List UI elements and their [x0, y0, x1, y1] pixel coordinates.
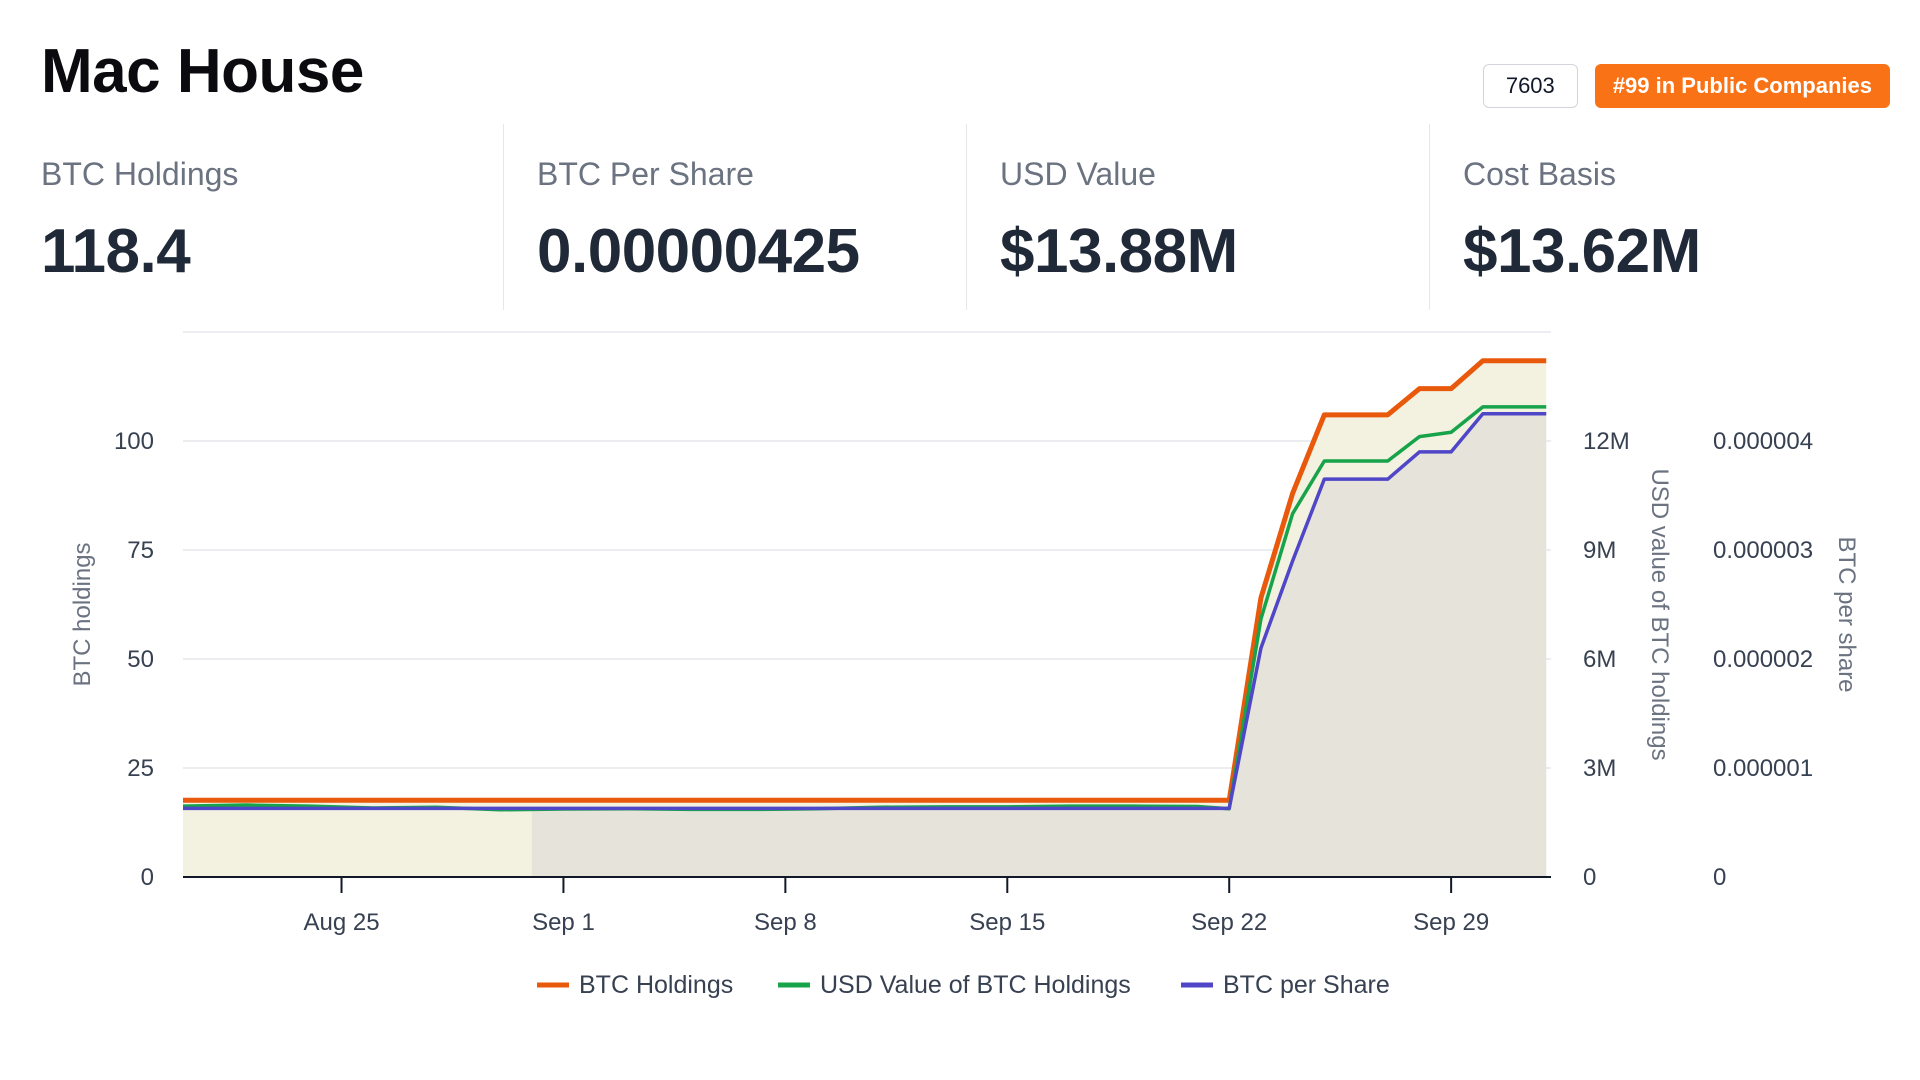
- stat-label: Cost Basis: [1463, 156, 1616, 192]
- chart-lines: [182, 358, 1547, 812]
- y-left-tick-label: 75: [127, 537, 154, 564]
- y-left-tick-label: 50: [127, 646, 154, 673]
- y-right2-tick-label: 0.000002: [1713, 646, 1813, 673]
- y-right1-tick-label: 12M: [1583, 428, 1630, 455]
- y-right1-tick-label: 0: [1583, 864, 1596, 891]
- y-left-axis-title: BTC holdings: [69, 542, 96, 686]
- legend-usd-value[interactable]: USD Value of BTC Holdings: [778, 971, 1131, 999]
- stat-value: 0.00000425: [537, 217, 860, 286]
- stat-value: 118.4: [41, 217, 191, 286]
- chart-axes: Aug 25 Sep 1 Sep 8 Sep 15 Sep 22 Sep 29 0 25 50 7…: [69, 428, 1860, 936]
- y-right2-axis-title: BTC per share: [1833, 536, 1860, 692]
- x-tick-label: Aug 25: [303, 909, 379, 936]
- page-title: Mac House: [41, 37, 364, 106]
- legend-label: BTC Holdings: [579, 971, 733, 999]
- chart-legend: BTC Holdings USD Value of BTC Holdings BTC…: [537, 971, 1390, 999]
- x-tick-label: Sep 1: [532, 909, 595, 936]
- stat-value: $13.62M: [1463, 217, 1701, 286]
- y-right2-tick-label: 0.000001: [1713, 755, 1813, 782]
- y-left-tick-label: 0: [141, 864, 154, 891]
- stat-label: BTC Holdings: [41, 156, 239, 192]
- x-tick-label: Sep 22: [1191, 909, 1267, 936]
- stats-row: BTC Holdings 118.4 BTC Per Share 0.00000…: [0, 124, 1920, 310]
- legend-btc-per-share[interactable]: BTC per Share: [1181, 971, 1390, 999]
- stat-label: USD Value: [1000, 156, 1156, 192]
- y-right1-tick-label: 6M: [1583, 646, 1616, 673]
- stat-divider: [1429, 124, 1430, 310]
- line-btc-per-share: [183, 412, 1547, 811]
- stat-value: $13.88M: [1000, 217, 1238, 286]
- stat-divider: [503, 124, 504, 310]
- y-left-tick-label: 25: [127, 755, 154, 782]
- x-tick-label: Sep 29: [1413, 909, 1489, 936]
- y-right1-axis-title: USD value of BTC holdings: [1646, 468, 1673, 760]
- header-badges: 7603 #99 in Public Companies: [1482, 64, 1890, 108]
- legend-label: USD Value of BTC Holdings: [820, 971, 1131, 999]
- y-right1-tick-label: 3M: [1583, 755, 1616, 782]
- y-right2-tick-label: 0.000003: [1713, 537, 1813, 564]
- stat-label: BTC Per Share: [537, 156, 754, 192]
- y-left-tick-label: 100: [114, 428, 154, 455]
- holdings-chart: Aug 25 Sep 1 Sep 8 Sep 15 Sep 22 Sep 29 0 25 50 7…: [69, 331, 1860, 999]
- rank-badge[interactable]: #99 in Public Companies: [1594, 64, 1890, 108]
- y-right1-tick-label: 9M: [1583, 537, 1616, 564]
- x-tick-label: Sep 15: [969, 909, 1045, 936]
- area-btc-per-share: [531, 413, 1547, 877]
- y-right2-tick-label: 0.000004: [1713, 428, 1813, 455]
- legend-label: BTC per Share: [1223, 971, 1390, 999]
- line-btc-holdings: [183, 358, 1547, 803]
- x-tick-label: Sep 8: [754, 909, 817, 936]
- chart-areas: [183, 360, 1547, 877]
- stat-divider: [966, 124, 967, 310]
- id-badge: 7603: [1482, 64, 1578, 108]
- legend-btc-holdings[interactable]: BTC Holdings: [537, 971, 733, 999]
- y-right2-tick-label: 0: [1713, 864, 1726, 891]
